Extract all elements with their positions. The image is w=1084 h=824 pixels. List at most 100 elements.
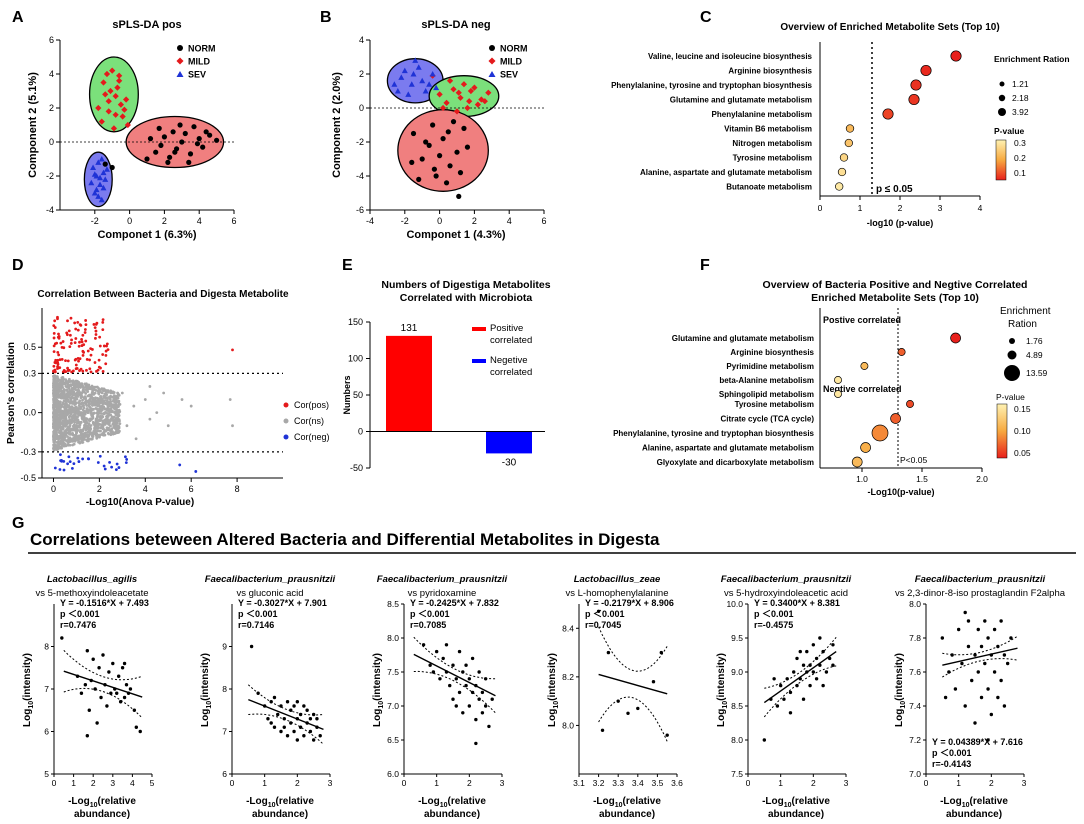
point-mild bbox=[116, 77, 123, 84]
data-point bbox=[979, 644, 984, 649]
category-label: beta-Alanine metabolism bbox=[719, 376, 814, 385]
point-mild bbox=[116, 72, 123, 79]
point-mild bbox=[119, 113, 126, 120]
point-pos bbox=[104, 353, 108, 357]
x-tick-label: 0 bbox=[127, 216, 132, 226]
point-ns bbox=[79, 402, 83, 406]
point-ns bbox=[73, 403, 77, 406]
point-ns bbox=[81, 428, 85, 432]
point-sev bbox=[433, 84, 440, 91]
panel-c-ticks: 0 1 2 3 4 bbox=[818, 196, 983, 213]
x-tick-label: 4 bbox=[507, 216, 512, 226]
data-point bbox=[775, 704, 780, 708]
point-neg bbox=[58, 468, 62, 471]
enrichment-point bbox=[882, 108, 894, 120]
x-tick-label: 4 bbox=[143, 484, 148, 494]
data-point bbox=[302, 734, 306, 738]
x-tick-label: -2 bbox=[91, 216, 99, 226]
point-norm bbox=[196, 136, 202, 142]
point-ns bbox=[55, 384, 59, 388]
y-tick-label: 6.5 bbox=[387, 735, 399, 745]
data-point bbox=[295, 700, 300, 704]
y-tick-label: 6.0 bbox=[387, 769, 399, 779]
point-ns bbox=[89, 417, 92, 421]
data-point bbox=[461, 711, 465, 715]
point-pos bbox=[78, 323, 82, 326]
point-mild bbox=[123, 96, 130, 103]
size-legend-marker-small bbox=[1009, 338, 1015, 344]
point-ns bbox=[98, 388, 102, 391]
data-point bbox=[451, 663, 455, 667]
point-neg bbox=[87, 457, 90, 461]
point-ns bbox=[64, 432, 68, 435]
bar bbox=[386, 335, 432, 432]
point-ns bbox=[72, 380, 76, 384]
point-pos bbox=[57, 366, 61, 370]
point-ns bbox=[53, 445, 57, 449]
point-ns bbox=[115, 408, 119, 412]
color-legend-tick-1: 0.2 bbox=[1014, 153, 1026, 163]
point-pos bbox=[92, 323, 96, 326]
data-point bbox=[122, 695, 127, 700]
y-label-sub: 10 bbox=[722, 701, 729, 709]
point-pos bbox=[85, 368, 88, 372]
point-ns bbox=[77, 401, 80, 404]
enrichment-point bbox=[845, 124, 855, 133]
data-point bbox=[808, 663, 812, 667]
subplot-bacteria: Faecalibacterium_prausnitzii bbox=[377, 574, 508, 585]
panel-a-points bbox=[60, 67, 234, 203]
point-ns bbox=[77, 389, 81, 393]
point-norm bbox=[191, 124, 197, 130]
point-pos bbox=[69, 342, 73, 345]
point-ns bbox=[116, 427, 120, 430]
y-tick-label: 8.4 bbox=[562, 623, 574, 633]
point-pos bbox=[56, 358, 60, 362]
panel-d: Correlation Between Bacteria and Digesta… bbox=[6, 289, 330, 508]
point-ns bbox=[83, 396, 87, 400]
size-legend-marker-large bbox=[998, 108, 1006, 116]
point-pos bbox=[77, 359, 80, 363]
regression-r-value: r=0.7085 bbox=[410, 620, 446, 630]
point-ns bbox=[84, 399, 88, 403]
point-norm bbox=[156, 125, 162, 131]
data-point bbox=[457, 649, 462, 654]
point-neg bbox=[103, 467, 107, 471]
point-norm bbox=[423, 139, 429, 145]
point-sev bbox=[98, 156, 105, 162]
point-ns bbox=[91, 434, 95, 438]
point-ns bbox=[60, 446, 64, 450]
data-point bbox=[115, 691, 119, 695]
panel-f-size-legend: Enrichment Ration 1.76 4.89 13.59 bbox=[1000, 306, 1051, 381]
point-neg bbox=[66, 462, 70, 466]
data-point bbox=[943, 695, 948, 700]
point-ns bbox=[69, 427, 73, 431]
point-ns bbox=[67, 406, 71, 409]
panel-c-points bbox=[835, 50, 962, 191]
point-ns bbox=[55, 381, 58, 384]
point-ns bbox=[65, 380, 68, 384]
y-tick-label: -0.3 bbox=[20, 447, 36, 457]
legend-negative-label-1: Negetive bbox=[490, 355, 528, 366]
point-mild bbox=[117, 101, 125, 108]
legend-sev-label: SEV bbox=[500, 70, 518, 80]
point-neg bbox=[77, 460, 81, 463]
x-tick-label: 0 bbox=[437, 216, 442, 226]
point-pos bbox=[101, 318, 105, 322]
point-ns bbox=[69, 412, 73, 416]
x-tick-label: 2.0 bbox=[976, 474, 988, 484]
y-label-base: Log bbox=[22, 709, 33, 727]
category-label: Valine, leucine and isoleucine biosynthe… bbox=[648, 52, 813, 61]
y-tick-label: 8.0 bbox=[562, 720, 574, 730]
data-point bbox=[483, 704, 488, 708]
point-ns bbox=[106, 409, 109, 412]
panel-b-title: sPLS-DA neg bbox=[421, 19, 490, 31]
point-sev bbox=[98, 196, 105, 203]
point-sparse bbox=[166, 424, 170, 428]
point-ns bbox=[96, 385, 99, 389]
point-ns bbox=[69, 439, 73, 443]
y-tick-label: 8.5 bbox=[731, 701, 743, 711]
point-ns bbox=[57, 436, 61, 439]
panel-e: Numbers of Digestiga Metabolites Correla… bbox=[342, 279, 551, 473]
data-point bbox=[120, 666, 125, 670]
data-point bbox=[798, 649, 802, 654]
